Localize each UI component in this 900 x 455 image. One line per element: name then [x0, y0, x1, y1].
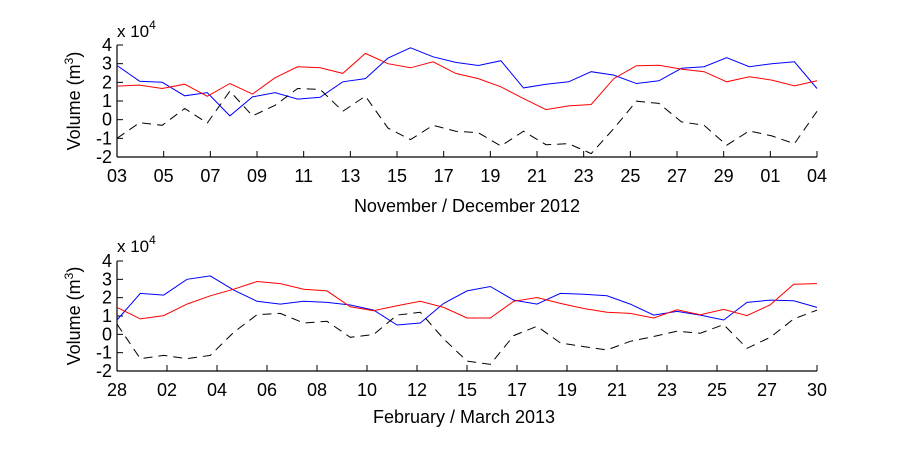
x-tick-label: 04 [807, 166, 827, 186]
y-tick-label: 2 [102, 72, 112, 92]
x-tick-label: 04 [207, 380, 227, 400]
top-chart: x 104 Volume (m3) November / December 20… [62, 18, 827, 216]
series-line-red [116, 280, 818, 320]
bottom-ylabel: Volume (m3) [62, 267, 84, 366]
y-tick-label: -1 [96, 343, 112, 363]
top-multiplier: x 104 [117, 18, 156, 41]
y-tick-label: 0 [102, 110, 112, 130]
y-tick-label: -1 [96, 128, 112, 148]
x-tick-label: 29 [714, 166, 734, 186]
x-tick-label: 23 [657, 380, 677, 400]
x-tick-label: 09 [247, 166, 267, 186]
x-tick-label: 07 [200, 166, 220, 186]
bottom-chart: x 104 Volume (m3) February / March 2013 … [62, 233, 827, 427]
x-tick-label: 13 [340, 166, 360, 186]
x-tick-label: 25 [620, 166, 640, 186]
x-tick-label: 19 [480, 166, 500, 186]
y-tick-label: 1 [102, 306, 112, 326]
x-tick-label: 01 [760, 166, 780, 186]
y-tick-label: 2 [102, 288, 112, 308]
series-line-black-dashed [116, 87, 818, 155]
x-tick-label: 27 [757, 380, 777, 400]
x-tick-label: 05 [154, 166, 174, 186]
x-tick-label: 23 [574, 166, 594, 186]
y-tick-label: 0 [102, 324, 112, 344]
x-tick-label: 19 [557, 380, 577, 400]
x-tick-label: 15 [457, 380, 477, 400]
y-tick-label: 4 [102, 35, 112, 55]
x-tick-label: 08 [307, 380, 327, 400]
x-tick-label: 30 [807, 380, 827, 400]
x-tick-label: 11 [294, 166, 313, 186]
x-tick-label: 10 [357, 380, 377, 400]
y-tick-label: 1 [102, 91, 112, 111]
x-tick-label: 15 [387, 166, 407, 186]
y-tick-label: 4 [102, 251, 112, 271]
series-line-blue [116, 47, 818, 117]
bottom-xlabel: February / March 2013 [373, 407, 555, 427]
series-line-black-dashed [116, 309, 818, 365]
x-tick-label: 25 [707, 380, 727, 400]
x-tick-label: 17 [507, 380, 527, 400]
y-tick-label: 3 [102, 54, 112, 74]
top-xlabel: November / December 2012 [354, 196, 580, 216]
x-tick-label: 21 [607, 380, 627, 400]
x-tick-label: 12 [407, 380, 427, 400]
x-tick-label: 02 [157, 380, 177, 400]
series-line-red [116, 52, 818, 111]
y-tick-label: 3 [102, 269, 112, 289]
bottom-multiplier: x 104 [117, 233, 156, 256]
y-tick-label: -2 [96, 361, 112, 381]
x-tick-label: 21 [527, 166, 547, 186]
top-ylabel: Volume (m3) [62, 52, 84, 151]
x-tick-label: 17 [434, 166, 454, 186]
x-tick-label: 03 [107, 166, 127, 186]
y-tick-label: -2 [96, 147, 112, 167]
x-tick-label: 27 [667, 166, 687, 186]
x-tick-label: 28 [107, 380, 127, 400]
x-tick-label: 06 [257, 380, 277, 400]
